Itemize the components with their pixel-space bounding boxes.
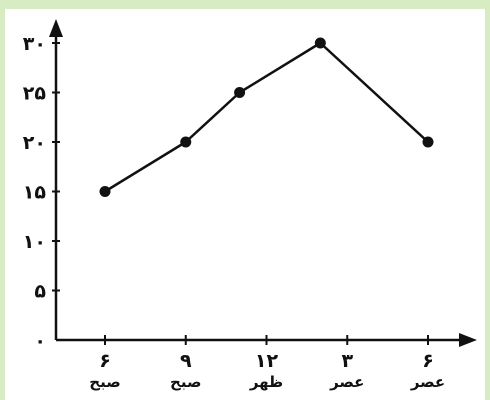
data-point bbox=[422, 136, 434, 148]
x-axis-arrow bbox=[459, 333, 477, 347]
x-tick-label: ۳ bbox=[341, 350, 353, 372]
y-tick-label: ۱۰ bbox=[23, 231, 46, 253]
x-tick-label: ۹ bbox=[180, 350, 192, 372]
data-point bbox=[314, 37, 326, 49]
x-tick-label: ۶ bbox=[422, 350, 434, 372]
x-tick-label: ۶ bbox=[99, 350, 111, 372]
y-tick-label: ۰ bbox=[34, 330, 46, 352]
y-tick-label: ۱۵ bbox=[23, 182, 47, 204]
x-tick-sublabel: عصر bbox=[329, 373, 364, 391]
data-point bbox=[234, 87, 246, 98]
data-point bbox=[180, 136, 192, 148]
series-line bbox=[104, 41, 429, 193]
x-tick-sublabel: ظهر bbox=[249, 373, 283, 391]
y-axis-ticks: ۰ ۵ ۱۰ ۱۵ ۲۰ ۲۵ ۳۰ bbox=[23, 33, 60, 352]
x-tick-sublabel: صبح bbox=[89, 373, 120, 391]
chart-area: ۰ ۵ ۱۰ ۱۵ ۲۰ ۲۵ ۳۰ ۶ صبح ۹ صبح ۱۲ ظهر ۳ عصر ۶ عصر bbox=[5, 9, 485, 400]
series-group bbox=[99, 37, 434, 197]
x-tick-sublabel: عصر bbox=[410, 373, 445, 391]
x-tick-sublabel: صبح bbox=[170, 373, 201, 391]
y-axis-arrow bbox=[49, 19, 63, 37]
y-tick-label: ۲۵ bbox=[23, 83, 47, 105]
x-tick-label: ۱۲ bbox=[255, 350, 279, 372]
y-tick-label: ۵ bbox=[34, 281, 46, 303]
y-tick-label: ۳۰ bbox=[23, 33, 46, 55]
data-point bbox=[99, 186, 111, 197]
y-tick-label: ۲۰ bbox=[23, 132, 46, 154]
axes bbox=[49, 19, 477, 347]
